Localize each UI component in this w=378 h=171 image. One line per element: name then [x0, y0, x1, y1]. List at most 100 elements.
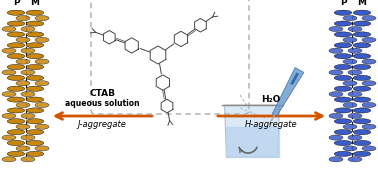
Text: CTAB: CTAB — [89, 89, 115, 98]
Ellipse shape — [334, 86, 352, 91]
Ellipse shape — [334, 32, 352, 37]
Ellipse shape — [353, 108, 371, 113]
Ellipse shape — [2, 113, 16, 119]
Ellipse shape — [16, 16, 30, 21]
Ellipse shape — [334, 10, 352, 15]
Ellipse shape — [26, 64, 44, 70]
Ellipse shape — [334, 130, 352, 135]
Ellipse shape — [353, 32, 371, 37]
Ellipse shape — [329, 157, 343, 162]
Ellipse shape — [329, 91, 343, 97]
Ellipse shape — [362, 37, 376, 42]
Ellipse shape — [7, 130, 25, 135]
Ellipse shape — [16, 59, 30, 64]
Ellipse shape — [26, 140, 44, 146]
Text: aqueous solution: aqueous solution — [65, 99, 139, 108]
Ellipse shape — [7, 108, 25, 113]
Ellipse shape — [7, 43, 25, 48]
Ellipse shape — [21, 48, 35, 53]
Ellipse shape — [26, 108, 44, 113]
Ellipse shape — [329, 48, 343, 53]
Ellipse shape — [348, 70, 362, 75]
Ellipse shape — [353, 151, 371, 156]
Text: P: P — [13, 0, 19, 7]
Ellipse shape — [348, 135, 362, 140]
Ellipse shape — [348, 27, 362, 32]
Ellipse shape — [362, 102, 376, 108]
Ellipse shape — [16, 146, 30, 151]
Ellipse shape — [21, 70, 35, 75]
Ellipse shape — [343, 146, 357, 151]
Ellipse shape — [348, 91, 362, 97]
Ellipse shape — [353, 10, 371, 15]
Ellipse shape — [334, 43, 352, 48]
Ellipse shape — [21, 27, 35, 32]
Polygon shape — [225, 105, 279, 157]
Ellipse shape — [35, 146, 49, 151]
Ellipse shape — [21, 157, 35, 162]
Ellipse shape — [334, 75, 352, 80]
Ellipse shape — [334, 151, 352, 156]
Ellipse shape — [348, 157, 362, 162]
Ellipse shape — [21, 113, 35, 119]
Polygon shape — [272, 68, 304, 116]
Ellipse shape — [26, 43, 44, 48]
Ellipse shape — [329, 113, 343, 119]
Ellipse shape — [348, 48, 362, 53]
Ellipse shape — [334, 21, 352, 26]
Ellipse shape — [7, 119, 25, 124]
Ellipse shape — [2, 48, 16, 53]
Ellipse shape — [343, 102, 357, 108]
Ellipse shape — [35, 102, 49, 108]
Ellipse shape — [7, 140, 25, 146]
Ellipse shape — [16, 81, 30, 86]
Ellipse shape — [353, 119, 371, 124]
Ellipse shape — [26, 151, 44, 156]
Ellipse shape — [7, 75, 25, 80]
Ellipse shape — [353, 64, 371, 70]
Ellipse shape — [334, 140, 352, 146]
Text: J-aggregate: J-aggregate — [77, 120, 126, 129]
Ellipse shape — [334, 108, 352, 113]
Ellipse shape — [26, 86, 44, 91]
Ellipse shape — [343, 16, 357, 21]
Ellipse shape — [16, 124, 30, 129]
Text: H-aggregate: H-aggregate — [245, 120, 297, 129]
Ellipse shape — [353, 86, 371, 91]
Ellipse shape — [21, 135, 35, 140]
Ellipse shape — [26, 97, 44, 102]
Ellipse shape — [2, 91, 16, 97]
Ellipse shape — [334, 54, 352, 59]
Ellipse shape — [2, 157, 16, 162]
Ellipse shape — [334, 119, 352, 124]
Ellipse shape — [329, 135, 343, 140]
Ellipse shape — [16, 37, 30, 42]
Ellipse shape — [35, 37, 49, 42]
Ellipse shape — [353, 140, 371, 146]
Ellipse shape — [362, 124, 376, 129]
Ellipse shape — [7, 97, 25, 102]
Text: P: P — [340, 0, 346, 7]
Ellipse shape — [362, 146, 376, 151]
Text: M: M — [358, 0, 367, 7]
Ellipse shape — [334, 64, 352, 70]
Ellipse shape — [35, 16, 49, 21]
Ellipse shape — [35, 124, 49, 129]
Ellipse shape — [353, 75, 371, 80]
Text: H₂O: H₂O — [261, 95, 281, 104]
Ellipse shape — [2, 27, 16, 32]
Ellipse shape — [7, 151, 25, 156]
Ellipse shape — [7, 64, 25, 70]
Ellipse shape — [16, 102, 30, 108]
Ellipse shape — [21, 91, 35, 97]
Ellipse shape — [7, 54, 25, 59]
Ellipse shape — [26, 32, 44, 37]
Ellipse shape — [26, 119, 44, 124]
Ellipse shape — [26, 130, 44, 135]
Ellipse shape — [362, 81, 376, 86]
Ellipse shape — [2, 70, 16, 75]
Ellipse shape — [35, 81, 49, 86]
Ellipse shape — [353, 130, 371, 135]
Ellipse shape — [343, 37, 357, 42]
Ellipse shape — [353, 43, 371, 48]
